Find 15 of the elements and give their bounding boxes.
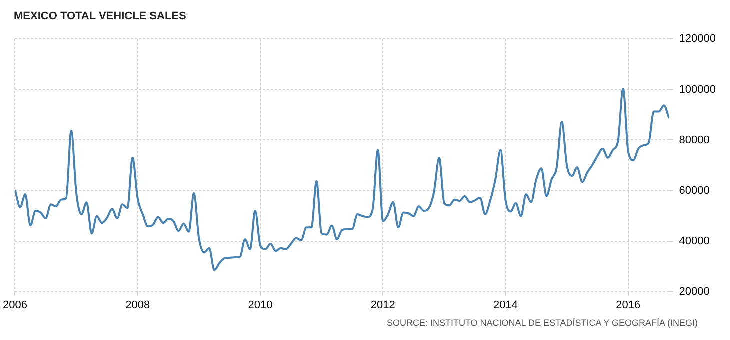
y-tick-label: 100000 [679, 84, 716, 96]
line-series [15, 88, 670, 272]
y-tick-label: 120000 [679, 33, 716, 46]
x-tick-label: 2008 [126, 299, 150, 312]
chart-title: MEXICO TOTAL VEHICLE SALES [14, 10, 186, 23]
x-tick-label: 2012 [370, 299, 396, 312]
y-tick-label: 80000 [679, 134, 710, 146]
y-tick-label: 60000 [679, 184, 710, 197]
source-note: SOURCE: INSTITUTO NACIONAL DE ESTADÍSTICA Y GEOGRAFÍA (INEGI) [386, 318, 698, 328]
y-tick-label: 40000 [679, 235, 710, 248]
x-tick-label: 2010 [248, 299, 273, 312]
x-tick-label: 2016 [616, 299, 641, 312]
y-tick-label: 20000 [679, 286, 710, 298]
x-tick-label: 2014 [494, 299, 518, 312]
x-tick-label: 2006 [2, 299, 28, 312]
